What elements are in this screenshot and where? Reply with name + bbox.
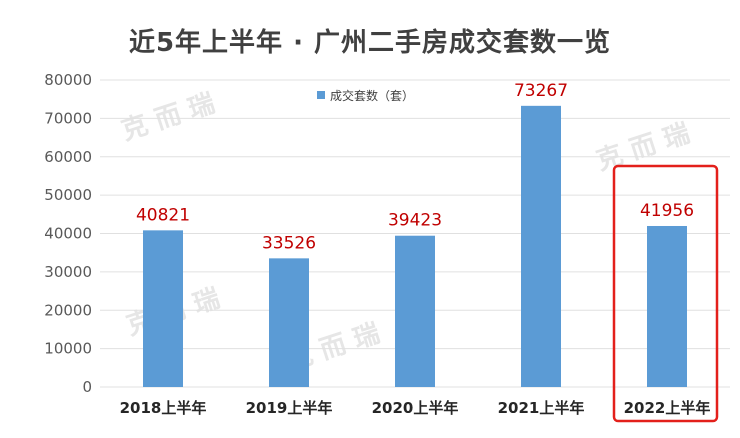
bar — [395, 235, 435, 387]
data-label: 40821 — [136, 205, 190, 225]
x-category-label: 2021上半年 — [498, 399, 585, 417]
bar — [269, 258, 309, 387]
y-tick-label: 30000 — [44, 263, 92, 281]
y-tick-label: 40000 — [44, 225, 92, 243]
bar — [521, 105, 561, 387]
data-label: 39423 — [388, 211, 442, 231]
data-label: 33526 — [262, 233, 316, 253]
y-axis-ticks: 0 10000 20000 30000 40000 50000 60000 70000 8000… — [44, 71, 92, 396]
y-tick-label: 80000 — [44, 71, 92, 89]
data-label: 73267 — [514, 81, 568, 101]
data-labels: 40821 33526 39423 73267 41956 — [136, 81, 694, 254]
legend-swatch — [317, 91, 325, 99]
data-label: 41956 — [640, 201, 694, 221]
bar — [647, 225, 687, 387]
watermark-text: 克 而 瑞 — [118, 88, 219, 146]
x-category-label: 2020上半年 — [372, 399, 459, 417]
y-tick-label: 0 — [82, 378, 92, 396]
x-category-label: 2022上半年 — [624, 399, 711, 417]
legend-label: 成交套数（套） — [330, 88, 414, 103]
y-tick-label: 20000 — [44, 301, 92, 319]
bars — [143, 105, 687, 387]
highlight-box — [612, 164, 719, 423]
y-tick-label: 10000 — [44, 340, 92, 358]
legend: 成交套数（套） — [317, 88, 414, 103]
y-tick-label: 70000 — [44, 109, 92, 127]
bar — [143, 230, 183, 387]
x-axis-categories: 2018上半年 2019上半年 2020上半年 2021上半年 2022上半年 — [120, 399, 711, 417]
x-category-label: 2018上半年 — [120, 399, 207, 417]
y-tick-label: 50000 — [44, 186, 92, 204]
y-tick-label: 60000 — [44, 148, 92, 166]
x-category-label: 2019上半年 — [246, 399, 333, 417]
chart-title: 近5年上半年 · 广州二手房成交套数一览 — [128, 28, 612, 58]
watermark-text: 克 而 瑞 — [593, 118, 694, 176]
